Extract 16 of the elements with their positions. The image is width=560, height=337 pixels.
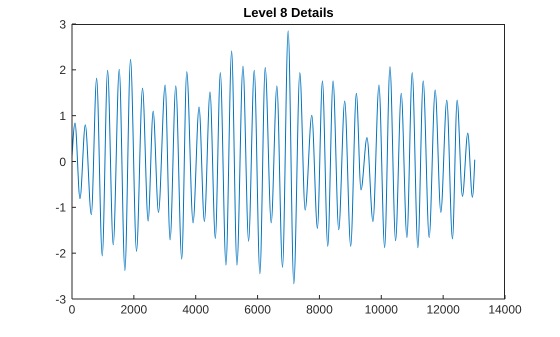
y-tick-label: -3 [55,292,66,306]
x-tick-label: 2000 [120,302,148,317]
chart-title: Level 8 Details [242,5,335,20]
y-tick-label: 1 [59,108,66,123]
x-tick-label: 8000 [306,302,334,317]
y-tick-label: 0 [59,154,66,169]
x-tick-label: 4000 [182,302,210,317]
y-tick-label: 3 [59,17,66,32]
y-tick-label: -2 [55,246,66,260]
x-tick-label: 10000 [364,302,398,317]
y-tick-label: -1 [55,200,66,215]
x-tick-label: 0 [68,302,76,317]
y-tick-label: 2 [59,63,66,78]
x-tick-label: 6000 [244,302,272,317]
x-tick-label: 14000 [488,302,522,317]
x-tick-label: 12000 [426,302,460,317]
